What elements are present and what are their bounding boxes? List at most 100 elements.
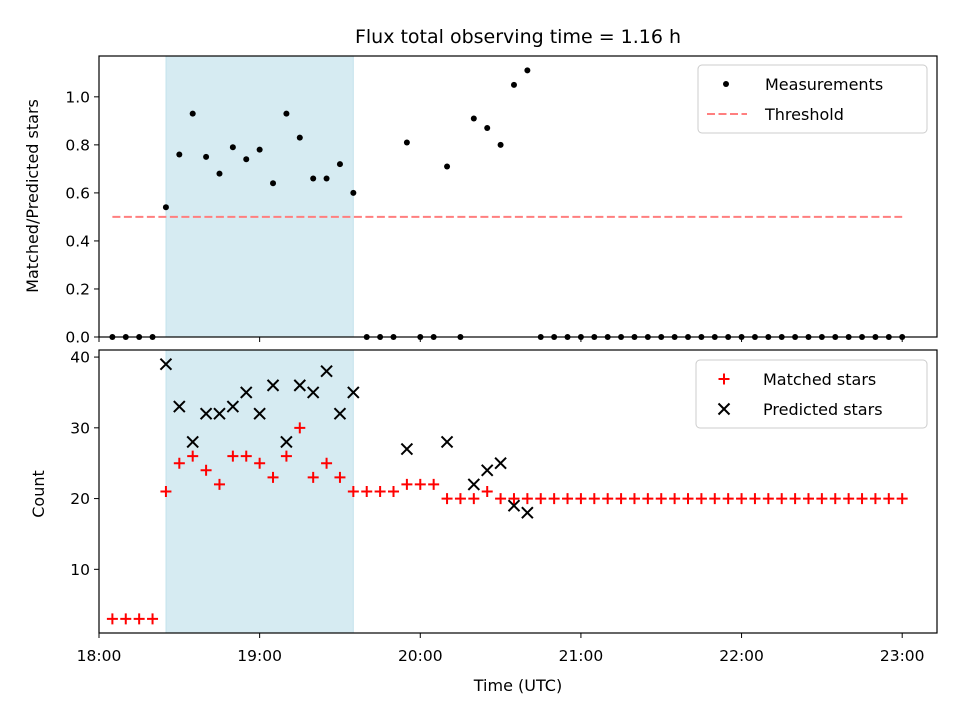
measurements-point xyxy=(336,161,343,168)
chart-title: Flux total observing time = 1.16 h xyxy=(355,26,681,48)
legend-label-matched-stars: Matched stars xyxy=(763,370,876,389)
matched-stars-point xyxy=(495,493,507,505)
predicted-stars-point xyxy=(293,379,307,392)
matched-stars-point xyxy=(120,613,132,625)
measurements-point xyxy=(470,115,477,122)
matched-stars-point xyxy=(762,493,774,505)
x-tick-label: 18:00 xyxy=(77,647,122,665)
top-legend: Measurements Threshold xyxy=(697,64,928,134)
matched-stars-point xyxy=(802,493,814,505)
matched-stars-point xyxy=(361,486,373,497)
measurements-point xyxy=(270,180,277,187)
matched-stars-point xyxy=(334,471,346,483)
top-y-tick-label: 0.2 xyxy=(65,280,90,298)
bottom-y-axis-label: Count xyxy=(29,470,48,518)
top-y-tick-label: 1.0 xyxy=(65,88,90,106)
matched-stars-point xyxy=(240,450,252,462)
predicted-stars-point xyxy=(440,435,454,449)
predicted-stars-point xyxy=(481,464,494,477)
top-y-tick-label: 0.0 xyxy=(65,329,90,347)
top-axes-frame xyxy=(98,55,938,338)
bottom-marks xyxy=(106,357,908,625)
matched-stars-point xyxy=(588,493,600,505)
matched-stars-point xyxy=(816,493,828,505)
predicted-stars-point xyxy=(347,386,360,399)
matched-stars-point xyxy=(562,493,574,505)
predicted-stars-point xyxy=(173,400,186,413)
measurements-point xyxy=(444,163,451,170)
matched-stars-point xyxy=(682,493,694,505)
bottom-y-tick-label: 20 xyxy=(70,490,90,508)
measurements-point xyxy=(497,141,504,148)
matched-stars-point xyxy=(374,486,386,497)
bottom-y-tick-label: 40 xyxy=(70,349,90,367)
matched-stars-point xyxy=(213,478,225,490)
matched-stars-point xyxy=(575,493,587,505)
matched-stars-point xyxy=(401,478,413,490)
matched-stars-point xyxy=(709,493,721,505)
matched-stars-point xyxy=(736,493,748,505)
matched-stars-point xyxy=(883,493,895,505)
predicted-stars-point xyxy=(253,407,266,420)
matched-stars-point xyxy=(535,493,547,505)
matched-stars-point xyxy=(321,457,333,469)
measurements-point xyxy=(310,175,317,182)
matched-stars-point xyxy=(669,493,681,505)
measurements-point xyxy=(243,156,250,163)
measurements-point xyxy=(403,139,410,146)
measurements-point xyxy=(162,204,169,211)
measurements-point xyxy=(203,153,210,160)
matched-stars-point xyxy=(789,493,801,505)
matched-stars-point xyxy=(615,493,627,505)
predicted-stars-point xyxy=(494,456,507,470)
measurements-point xyxy=(256,146,263,153)
predicted-stars-point xyxy=(240,386,253,399)
measurements-point xyxy=(283,110,290,117)
matched-stars-point xyxy=(227,450,239,462)
measurements-point xyxy=(510,81,517,88)
matched-stars-point xyxy=(294,422,306,434)
x-tick-label: 20:00 xyxy=(398,647,443,665)
matched-stars-point xyxy=(521,493,533,505)
matched-stars-point xyxy=(187,450,199,462)
matched-stars-point xyxy=(548,493,560,505)
matched-stars-point xyxy=(896,493,908,505)
measurements-point xyxy=(296,134,303,141)
matched-stars-point xyxy=(602,493,614,505)
top-highlight-span xyxy=(165,55,354,338)
predicted-stars-point xyxy=(213,407,226,420)
matched-stars-point xyxy=(441,493,453,505)
bottom-y-tick-label: 10 xyxy=(70,561,90,579)
legend-frame xyxy=(695,359,928,429)
matched-stars-point xyxy=(428,478,440,490)
matched-stars-point xyxy=(267,471,279,483)
predicted-stars-point xyxy=(199,407,213,420)
predicted-stars-point xyxy=(186,435,199,449)
matched-stars-point xyxy=(454,493,466,505)
predicted-stars-point xyxy=(333,407,347,420)
top-y-tick-label: 0.4 xyxy=(65,232,90,250)
matched-stars-point xyxy=(642,493,654,505)
matched-stars-point xyxy=(869,493,881,505)
predicted-stars-point xyxy=(320,365,333,378)
matched-stars-point xyxy=(347,486,359,497)
matched-stars-point xyxy=(655,493,667,505)
top-panel: 0.0 0.2 0.4 0.6 0.8 1.0 Measurements Threshold xyxy=(65,55,938,347)
predicted-stars-point xyxy=(280,435,293,449)
matched-stars-point xyxy=(468,493,480,505)
measurements-point xyxy=(229,144,236,151)
matched-stars-point xyxy=(414,478,426,490)
predicted-stars-point xyxy=(467,478,481,491)
predicted-stars-point xyxy=(226,400,240,413)
matched-stars-point xyxy=(388,486,400,497)
x-tick-label: 23:00 xyxy=(880,647,925,665)
x-axis-label: Time (UTC) xyxy=(473,676,562,695)
legend-label-measurements: Measurements xyxy=(765,75,883,94)
matched-stars-point xyxy=(508,493,520,505)
legend-label-threshold: Threshold xyxy=(764,105,844,124)
matched-stars-point xyxy=(147,613,159,625)
predicted-stars-point xyxy=(159,357,173,371)
measurements-point xyxy=(216,170,223,177)
matched-stars-point xyxy=(254,457,266,469)
